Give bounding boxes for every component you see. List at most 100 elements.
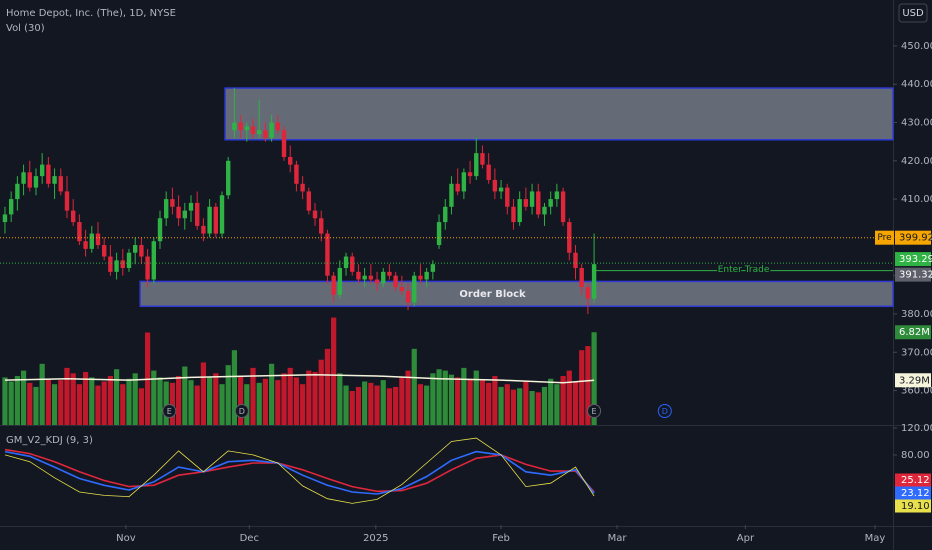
volume-bar	[504, 384, 510, 425]
candle-body	[83, 241, 88, 249]
candle-body	[257, 130, 262, 135]
volume-bar	[430, 373, 436, 425]
volume-bar	[405, 370, 411, 425]
event-label[interactable]: E	[167, 407, 172, 416]
candle-body	[474, 153, 479, 177]
price-label: 393.29	[899, 254, 932, 265]
volume-bar	[151, 370, 157, 425]
volume-bar	[126, 378, 132, 425]
volume-bar	[8, 381, 14, 425]
volume-bar	[287, 367, 293, 425]
volume-bar	[417, 384, 424, 425]
zone	[224, 87, 894, 141]
candle-body	[505, 187, 510, 207]
candle-body	[381, 271, 386, 284]
candle-body	[461, 172, 467, 192]
currency-button[interactable]	[898, 3, 928, 23]
event-label[interactable]: D	[662, 407, 668, 416]
candle-body	[52, 176, 57, 184]
volume-bar	[89, 377, 95, 425]
kdj-label: 25.12	[901, 475, 930, 486]
candle-body	[517, 199, 522, 223]
candle-body	[294, 164, 299, 184]
volume-bar	[194, 385, 200, 425]
candle-body	[368, 275, 374, 280]
candle-body	[219, 195, 225, 234]
candle-body	[195, 202, 200, 226]
x-tick-label: Nov	[116, 533, 136, 544]
volume-bar	[411, 348, 417, 425]
y-tick-label: 440.00	[901, 79, 932, 90]
candle-body	[58, 176, 63, 192]
event-marker[interactable]	[587, 404, 602, 418]
volume-bar	[498, 386, 504, 425]
volume-ma-label: 3.29M	[899, 375, 930, 386]
candle-body	[120, 260, 125, 269]
volume-bar	[442, 370, 448, 425]
candle-body	[573, 252, 578, 269]
symbol-title: Home Depot, Inc. (The), 1D, NYSE	[6, 8, 176, 19]
volume-bar	[95, 385, 101, 425]
volume-bar	[250, 367, 256, 425]
candle-body	[418, 275, 423, 280]
event-label[interactable]: D	[239, 407, 245, 416]
volume-bar	[386, 388, 393, 425]
volume-bar	[486, 382, 492, 425]
kdj-label: 19.10	[901, 501, 930, 512]
event-label[interactable]: E	[592, 407, 597, 416]
candle-body	[201, 225, 206, 234]
volume-bar	[188, 380, 194, 425]
candle-body	[560, 191, 566, 223]
kdj-tick-label: 120.00	[901, 423, 932, 434]
y-tick-label: 450.00	[901, 41, 932, 52]
volume-bar	[424, 385, 430, 425]
kdj-label: 23.12	[901, 488, 930, 499]
candle-body	[77, 222, 82, 242]
zone-label: Order Block	[459, 289, 526, 300]
candle-body	[529, 191, 535, 207]
volume-bar	[231, 350, 238, 425]
event-marker[interactable]	[162, 404, 177, 418]
candle-body	[46, 164, 51, 184]
volume-bar	[324, 348, 331, 425]
volume-bar	[380, 380, 386, 425]
candle-body	[455, 183, 460, 192]
volume-bar	[207, 377, 213, 425]
candle-body	[430, 264, 436, 272]
volume-bar	[157, 377, 163, 425]
candle-body	[281, 130, 287, 157]
candle-body	[70, 210, 76, 223]
volume-bar	[262, 378, 269, 425]
volume-bar	[76, 384, 82, 425]
price-label-box	[895, 252, 931, 267]
candle-body	[95, 233, 101, 246]
candle-body	[188, 202, 194, 211]
volume-bar	[2, 377, 8, 425]
volume-bar	[368, 382, 374, 425]
candle-body	[132, 245, 138, 253]
candle-body	[319, 218, 324, 234]
event-marker[interactable]	[234, 404, 249, 418]
candle-body	[263, 130, 268, 138]
candle-body	[498, 187, 504, 192]
candle-body	[467, 172, 473, 177]
currency-label[interactable]: USD	[902, 8, 924, 19]
candle-body	[486, 164, 491, 180]
candle-body	[579, 268, 584, 288]
volume-bar	[510, 389, 517, 425]
volume-bar	[132, 373, 138, 425]
volume-label: 6.82M	[899, 327, 930, 338]
volume-bar	[176, 376, 182, 425]
candle-body	[232, 122, 237, 131]
event-marker[interactable]	[657, 404, 672, 418]
kdj-title: GM_V2_KDJ (9, 3)	[6, 435, 93, 446]
candle-body	[405, 290, 411, 303]
volume-bar	[572, 381, 579, 425]
volume-bar	[448, 374, 455, 425]
volume-label-box	[895, 325, 931, 340]
candle-body	[8, 199, 14, 215]
volume-bar	[27, 382, 33, 425]
volume-bar	[461, 367, 467, 425]
candle-body	[300, 183, 305, 192]
